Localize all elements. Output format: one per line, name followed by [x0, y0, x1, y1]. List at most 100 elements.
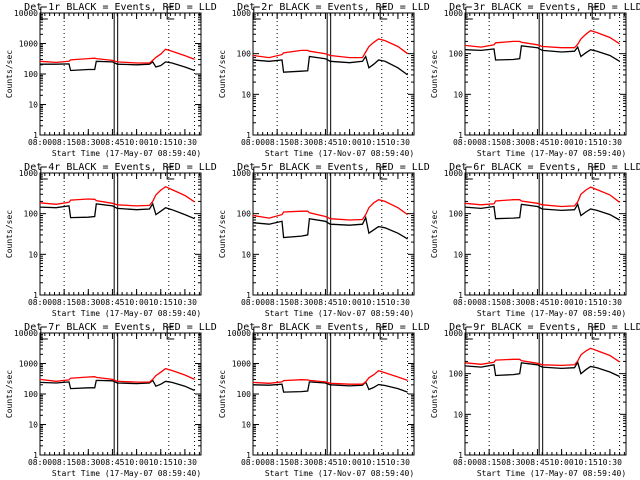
- x-tick-label: 08:15: [477, 458, 501, 467]
- x-tick-label: 10:15: [362, 138, 386, 147]
- x-axis-label: Start Time (17-May-07 08:59:40): [52, 309, 201, 318]
- y-tick-label: 10000: [14, 329, 38, 338]
- chart-panel-det-6: Det 6r BLACK = Events, RED = LLD 1 10 100 10…: [430, 162, 640, 318]
- y-tick-label: 1: [246, 131, 251, 140]
- x-tick-label: 10:00: [550, 138, 574, 147]
- y-tick-label: 1000: [232, 360, 251, 369]
- x-tick-label: 08:00: [241, 458, 265, 467]
- y-tick-label: 1: [458, 131, 463, 140]
- chart-title: Det 2r BLACK = Events, RED = LLD: [237, 2, 430, 13]
- events-series-line: [40, 60, 195, 72]
- flag-marker: [40, 6, 48, 20]
- y-axis-label: Counts/sec: [5, 50, 14, 98]
- x-tick-label: 10:00: [550, 458, 574, 467]
- flag-marker: [253, 326, 261, 340]
- x-tick-label: 08:45: [525, 458, 549, 467]
- x-tick-label: 08:00: [28, 458, 52, 467]
- y-tick-label: 10: [241, 90, 251, 99]
- flag-marker: [465, 166, 473, 180]
- events-series-line: [39, 202, 195, 220]
- lld-series-line: [464, 186, 620, 208]
- x-tick-label: 08:30: [289, 298, 313, 307]
- y-tick-label: 10: [453, 90, 463, 99]
- x-tick-label: 08:00: [241, 298, 265, 307]
- events-series-line: [464, 360, 620, 378]
- y-tick-label: 1000: [444, 9, 463, 18]
- chart-panel-det-4: Det 4r BLACK = Events, RED = LLD 1 10 100 10…: [5, 162, 217, 318]
- y-tick-label: 1: [458, 291, 463, 300]
- y-tick-label: 100: [237, 210, 252, 219]
- x-tick-label: 10:15: [574, 138, 598, 147]
- flag-marker: [166, 326, 175, 340]
- y-axis-label: Counts/sec: [218, 370, 227, 418]
- lld-series-line: [39, 48, 195, 64]
- flag-marker: [591, 326, 600, 340]
- y-axis-label: Counts/sec: [5, 210, 14, 258]
- y-tick-label: 1: [458, 451, 463, 460]
- x-tick-label: 08:30: [289, 138, 313, 147]
- x-tick-label: 10:30: [386, 458, 410, 467]
- chart-panel-det-7: Det 7r BLACK = Events, RED = LLD 1 10 100 10…: [5, 322, 217, 478]
- y-tick-label: 100: [237, 50, 252, 59]
- lld-series-line: [39, 185, 195, 207]
- x-tick-label: 10:00: [550, 298, 574, 307]
- events-series-line: [252, 380, 408, 393]
- x-axis-label: Start Time (17-May-07 08:59:40): [477, 309, 626, 318]
- x-axis-label: Start Time (17-Nov-07 08:59:40): [265, 149, 414, 158]
- x-tick-label: 08:00: [453, 298, 477, 307]
- chart-title: Det 3r BLACK = Events, RED = LLD: [449, 2, 640, 13]
- flag-marker: [465, 326, 473, 340]
- x-tick-label: 10:15: [362, 298, 386, 307]
- y-tick-label: 100: [449, 370, 464, 379]
- chart-title: Det 6r BLACK = Events, RED = LLD: [449, 162, 640, 173]
- x-tick-label: 10:00: [125, 458, 149, 467]
- plot-frame: [39, 172, 202, 296]
- x-tick-label: 08:45: [313, 298, 337, 307]
- y-tick-label: 100: [24, 390, 39, 399]
- x-tick-label: 08:30: [501, 138, 525, 147]
- x-tick-label: 10:00: [125, 138, 149, 147]
- lld-series-line: [39, 367, 195, 383]
- lld-series-line: [464, 29, 620, 49]
- x-tick-label: 08:15: [52, 138, 76, 147]
- x-tick-label: 08:15: [265, 298, 289, 307]
- x-tick-label: 10:30: [598, 298, 622, 307]
- chart-panel-det-3: Det 3r BLACK = Events, RED = LLD 1 10 100 10…: [430, 2, 640, 158]
- flag-marker: [379, 166, 388, 180]
- x-tick-label: 10:30: [598, 458, 622, 467]
- plot-frame: [464, 332, 627, 456]
- y-tick-label: 100: [24, 70, 39, 79]
- y-axis-label: Counts/sec: [430, 50, 439, 98]
- flag-marker: [591, 6, 600, 20]
- y-tick-label: 100: [24, 210, 39, 219]
- y-tick-label: 10000: [227, 329, 251, 338]
- chart-panel-det-2: Det 2r BLACK = Events, RED = LLD 1 10 100 10…: [218, 2, 430, 158]
- chart-title: Det 1r BLACK = Events, RED = LLD: [24, 2, 217, 13]
- y-tick-label: 10: [28, 101, 38, 110]
- x-tick-label: 10:30: [173, 138, 197, 147]
- x-tick-label: 08:45: [525, 298, 549, 307]
- x-tick-label: 10:30: [598, 138, 622, 147]
- x-axis-label: Start Time (17-May-07 08:59:40): [52, 469, 201, 478]
- y-tick-label: 10: [453, 250, 463, 259]
- x-axis-label: Start Time (17-May-07 08:59:40): [477, 149, 626, 158]
- x-tick-label: 10:00: [338, 458, 362, 467]
- y-axis-label: Counts/sec: [5, 370, 14, 418]
- x-tick-label: 08:15: [52, 298, 76, 307]
- y-tick-label: 1: [246, 451, 251, 460]
- x-tick-label: 10:15: [362, 458, 386, 467]
- lld-series-line: [464, 347, 620, 367]
- chart-title: Det 9r BLACK = Events, RED = LLD: [449, 322, 640, 333]
- x-tick-label: 08:45: [313, 458, 337, 467]
- x-tick-label: 10:15: [574, 298, 598, 307]
- plot-frame: [252, 12, 415, 136]
- lld-series-line: [252, 369, 408, 385]
- flag-marker: [166, 166, 175, 180]
- flag-marker: [591, 166, 600, 180]
- x-tick-label: 08:00: [453, 138, 477, 147]
- y-tick-label: 10000: [14, 9, 38, 18]
- y-tick-label: 1000: [19, 169, 38, 178]
- y-tick-label: 1000: [19, 360, 38, 369]
- x-tick-label: 10:30: [173, 298, 197, 307]
